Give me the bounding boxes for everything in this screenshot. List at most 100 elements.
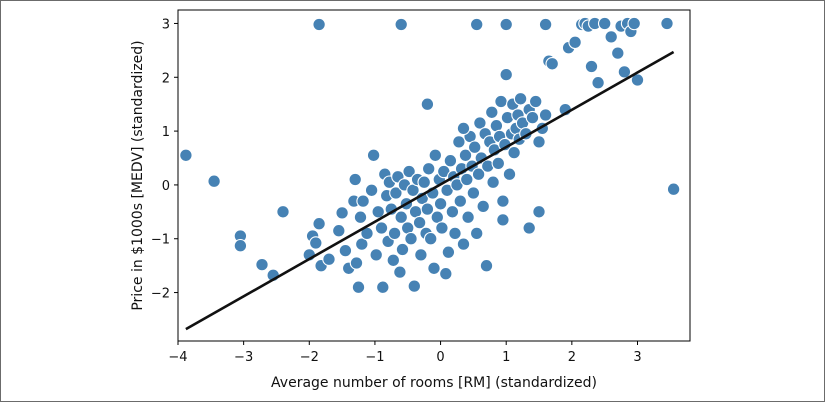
- data-point: [522, 221, 536, 235]
- data-point: [332, 223, 346, 238]
- x-tick-label: −2: [300, 350, 319, 365]
- data-point: [443, 153, 458, 168]
- data-point: [660, 16, 674, 31]
- data-point: [393, 265, 407, 279]
- y-tick-label: 1: [162, 125, 170, 140]
- data-point: [420, 202, 435, 216]
- data-point: [532, 135, 546, 149]
- data-point: [479, 258, 494, 273]
- data-point: [435, 221, 449, 235]
- data-point: [364, 183, 379, 198]
- data-point: [376, 280, 390, 294]
- data-point: [469, 226, 484, 241]
- data-point: [433, 197, 448, 211]
- y-tick-label: 0: [162, 179, 170, 194]
- data-point: [568, 35, 582, 50]
- data-point: [545, 57, 559, 71]
- data-point: [471, 167, 486, 181]
- data-point: [499, 17, 513, 32]
- x-tick-label: −4: [168, 350, 187, 365]
- data-point: [207, 174, 221, 188]
- data-point: [496, 213, 510, 227]
- data-point: [312, 216, 326, 231]
- data-point: [538, 17, 553, 32]
- x-tick-label: −1: [365, 350, 384, 365]
- data-point: [461, 210, 475, 224]
- data-point: [355, 237, 369, 251]
- data-point: [456, 237, 471, 251]
- data-point: [387, 226, 402, 241]
- data-point: [233, 238, 248, 253]
- data-point: [428, 148, 443, 163]
- data-point: [423, 231, 438, 246]
- data-point: [394, 210, 408, 224]
- data-point: [356, 194, 370, 208]
- data-points: [179, 16, 681, 294]
- data-point: [584, 59, 599, 74]
- data-point: [421, 162, 436, 176]
- data-point: [309, 236, 323, 250]
- plot-area: [177, 9, 691, 342]
- data-point: [407, 279, 422, 293]
- data-point: [417, 175, 431, 189]
- data-point: [348, 172, 362, 187]
- data-point: [386, 253, 401, 268]
- data-point: [485, 105, 499, 120]
- data-point: [335, 206, 349, 220]
- data-point: [439, 266, 453, 281]
- data-point: [466, 186, 481, 200]
- x-tick-label: 3: [633, 350, 641, 365]
- data-point: [371, 205, 385, 219]
- data-point: [460, 172, 474, 187]
- data-point: [469, 17, 484, 32]
- data-point: [538, 108, 553, 122]
- data-point: [611, 46, 625, 60]
- data-point: [502, 167, 517, 181]
- y-tick-label: 2: [162, 71, 170, 86]
- data-point: [532, 205, 546, 219]
- y-tick-label: 3: [162, 17, 170, 32]
- data-point: [179, 148, 193, 163]
- x-axis-label: Average number of rooms [RM] (standardiz…: [271, 375, 597, 391]
- y-axis-ticks: −2 −1 0 1 2 3: [151, 17, 178, 302]
- data-point: [420, 97, 435, 111]
- y-tick-label: −1: [151, 233, 170, 248]
- data-point: [414, 248, 428, 262]
- data-point: [374, 221, 389, 235]
- data-point: [312, 17, 326, 32]
- regression-line: [185, 50, 675, 331]
- data-point: [507, 145, 521, 160]
- data-point: [427, 261, 441, 276]
- data-point: [351, 280, 366, 294]
- data-point: [369, 248, 383, 262]
- data-point: [404, 231, 418, 246]
- data-point: [491, 156, 506, 171]
- data-point: [473, 116, 487, 130]
- data-point: [486, 175, 500, 189]
- x-axis-ticks: −4 −3 −2 −1 0 1 2 3: [168, 341, 642, 365]
- regression-line-layer: [185, 50, 675, 331]
- data-point: [448, 226, 462, 241]
- data-point: [366, 148, 381, 163]
- data-point: [458, 148, 473, 163]
- y-tick-label: −2: [151, 287, 170, 302]
- x-tick-label: 2: [568, 350, 576, 365]
- data-point: [394, 17, 408, 32]
- data-point: [494, 94, 508, 109]
- data-point: [591, 75, 605, 90]
- data-point: [389, 186, 403, 200]
- data-point: [322, 252, 336, 266]
- data-point: [395, 242, 410, 257]
- data-point: [666, 182, 681, 196]
- data-point: [604, 30, 618, 44]
- x-tick-label: 1: [502, 350, 510, 365]
- data-point: [627, 16, 641, 31]
- data-point: [496, 194, 510, 208]
- data-point: [528, 94, 543, 109]
- data-point: [453, 194, 468, 208]
- data-point: [597, 16, 612, 31]
- data-point: [353, 210, 368, 224]
- y-axis-label: Price in $1000s [MEDV] (standardized): [130, 40, 146, 310]
- data-point: [513, 92, 528, 106]
